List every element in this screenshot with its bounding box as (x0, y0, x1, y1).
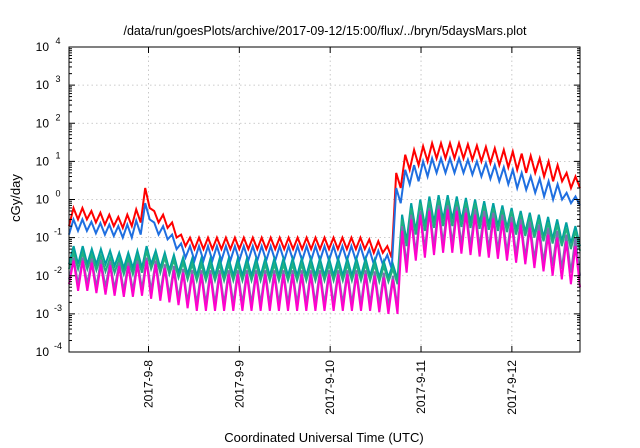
y-axis-label: cGy/day (8, 174, 23, 222)
y-tick-label-exponent: -2 (54, 265, 62, 275)
x-tick-label: 2017-9-12 (505, 360, 519, 415)
y-tick-label: 10 (36, 307, 50, 321)
y-tick-label-exponent: -4 (54, 341, 62, 351)
x-tick-label: 2017-9-11 (414, 360, 428, 414)
y-tick-label: 10 (36, 231, 50, 245)
x-axis-label: Coordinated Universal Time (UTC) (224, 430, 423, 445)
x-tick-label: 2017-9-8 (141, 360, 155, 408)
series-group (68, 139, 581, 315)
y-tick-label: 10 (36, 40, 50, 54)
y-tick-label: 10 (36, 116, 50, 130)
grid (69, 47, 580, 352)
y-tick-label-exponent: 0 (55, 189, 60, 199)
ticks (69, 46, 580, 353)
y-tick-labels: 10 -4 10 -3 10 -2 10 -1 10 0 10 1 10 2 10 3 10 4 (36, 36, 62, 359)
series-line-6 (68, 209, 581, 315)
x-tick-label: 2017-9-10 (323, 360, 337, 415)
x-tick-label: 2017-9-9 (232, 360, 246, 408)
y-tick-label-exponent: -3 (54, 303, 62, 313)
y-tick-label-exponent: 3 (55, 74, 60, 84)
y-tick-label-exponent: 4 (55, 36, 60, 46)
chart-title: /data/run/goesPlots/archive/2017-09-12/1… (123, 24, 527, 38)
y-tick-label: 10 (36, 154, 50, 168)
y-tick-label: 10 (36, 78, 50, 92)
y-tick-label: 10 (36, 345, 50, 359)
y-tick-label: 10 (36, 193, 50, 207)
series-line-4 (68, 199, 581, 286)
y-tick-label-exponent: 1 (55, 150, 60, 160)
series-line-2 (68, 154, 581, 270)
y-tick-label-exponent: 2 (55, 112, 60, 122)
y-tick-label-exponent: -1 (54, 227, 62, 237)
x-tick-labels: 2017-9-8 2017-9-9 2017-9-10 2017-9-11 2017-9… (141, 360, 518, 415)
y-tick-label: 10 (36, 269, 50, 283)
series-line-1 (68, 139, 581, 258)
